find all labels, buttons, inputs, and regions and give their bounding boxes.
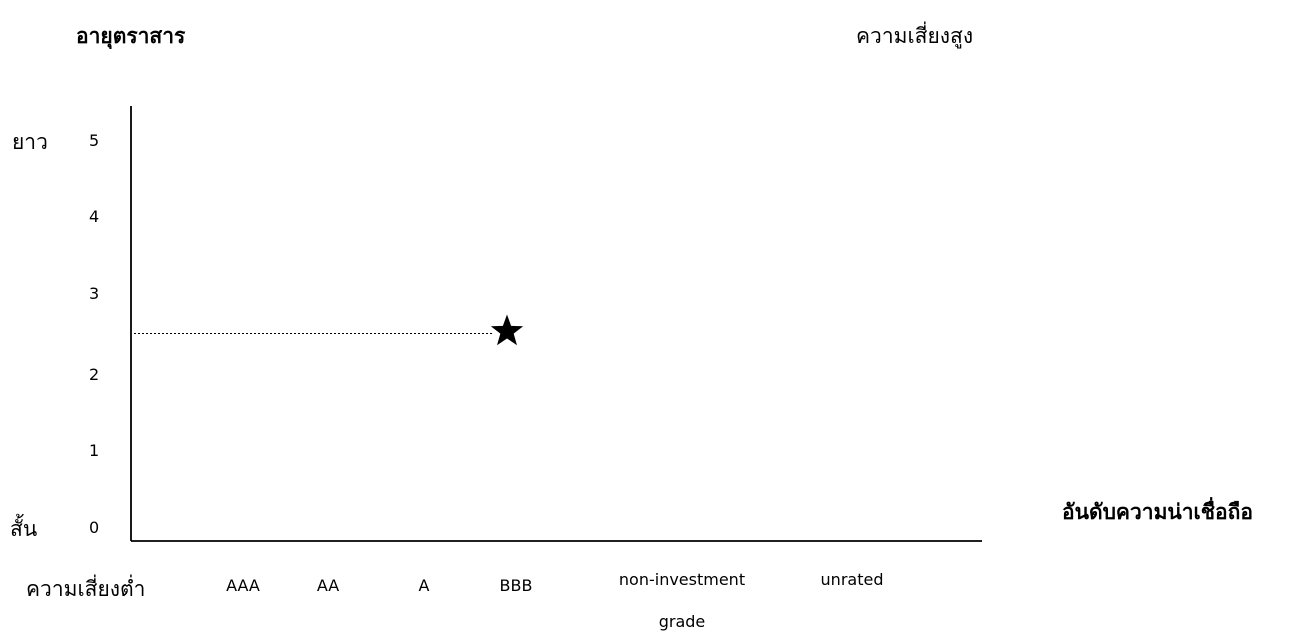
y-axis-title: อายุตราสาร: [76, 24, 186, 48]
y-tick-label-5: 5: [89, 131, 100, 150]
x-category-label-grade: grade: [658, 612, 706, 631]
low-risk-label: ความเสี่ยงต่ำ: [26, 577, 146, 601]
y-tick-label-0: 0: [89, 518, 100, 537]
x-category-label-unrated: unrated: [820, 570, 884, 589]
x-category-label-a: A: [418, 576, 430, 595]
y-tick-label-3: 3: [89, 284, 100, 303]
y-tick-label-1: 1: [89, 441, 100, 460]
x-category-label-aaa: AAA: [226, 576, 260, 595]
y-long-label: ยาว: [12, 130, 48, 154]
x-category-label-bbb: BBB: [499, 576, 533, 595]
x-category-label-non-investment: non-investment: [618, 570, 746, 589]
y-tick-label-4: 4: [89, 207, 100, 226]
y-tick-label-2: 2: [89, 365, 100, 384]
y-short-label: สั้น: [10, 517, 38, 541]
high-risk-label: ความเสี่ยงสูง: [856, 24, 974, 48]
x-category-label-aa: AA: [316, 576, 340, 595]
x-axis-title: อันดับความน่าเชื่อถือ: [1062, 500, 1253, 524]
star-marker-bbb: [490, 314, 524, 346]
